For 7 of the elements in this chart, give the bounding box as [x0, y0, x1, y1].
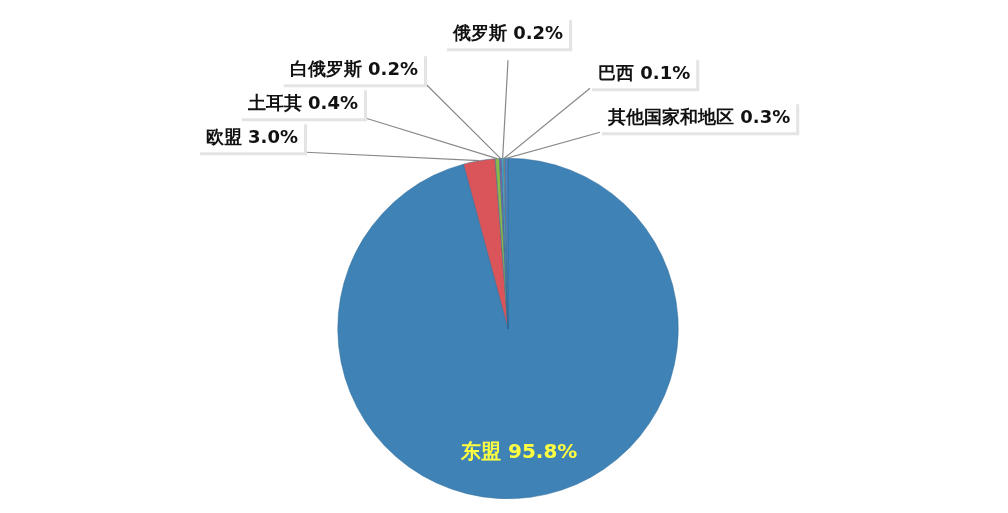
slice-label: 东盟 95.8% [460, 439, 578, 464]
slice-label: 白俄罗斯 0.2% [289, 57, 419, 79]
slice-label: 俄罗斯 0.2% [451, 21, 564, 43]
slice-label: 其他国家和地区 0.3% [607, 105, 791, 127]
slice-label: 土耳其 0.4% [246, 91, 359, 113]
slice-label: 欧盟 3.0% [205, 125, 299, 147]
slice-label: 巴西 0.1% [598, 61, 691, 83]
